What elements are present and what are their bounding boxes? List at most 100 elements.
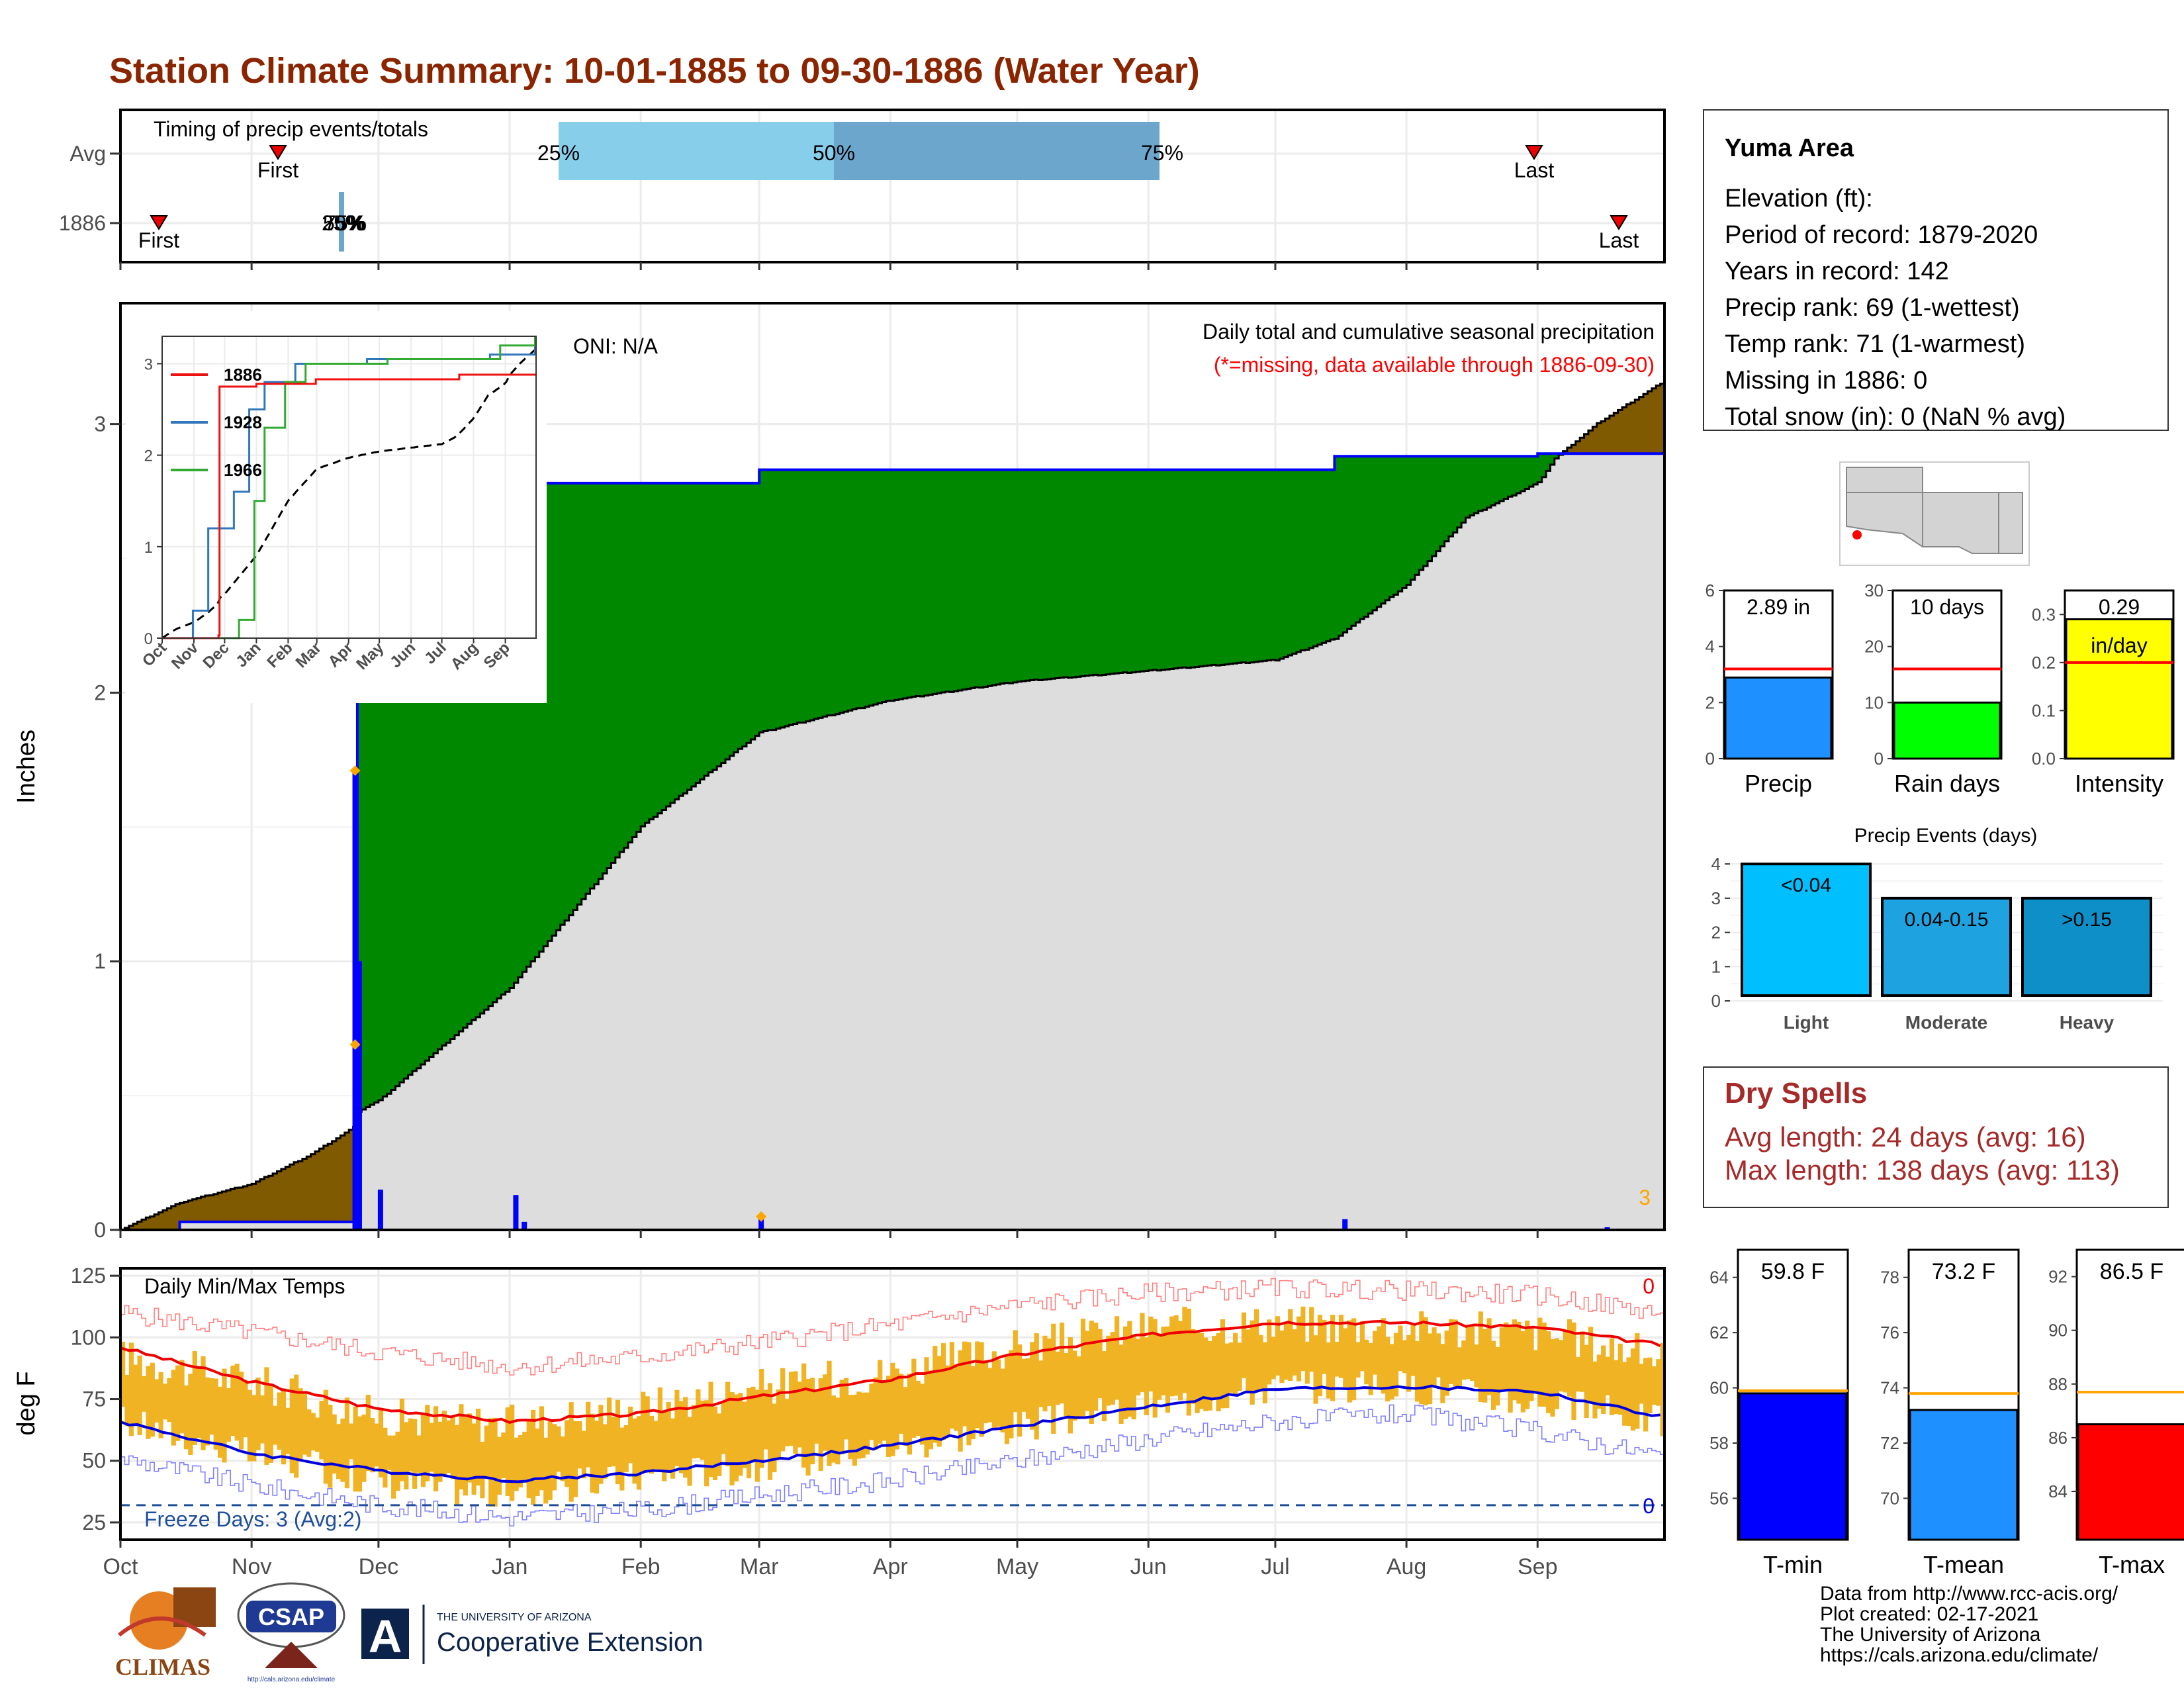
above-normal-fill xyxy=(1199,469,1204,667)
above-normal-fill xyxy=(843,469,848,712)
below-normal-fill xyxy=(1580,438,1585,454)
daily-temp-bar xyxy=(218,1386,223,1458)
daily-temp-bar xyxy=(1338,1315,1344,1378)
precip-events-ytick-label: 0 xyxy=(1711,991,1721,1011)
daily-temp-bar xyxy=(1402,1340,1407,1374)
above-normal-fill xyxy=(1453,456,1458,533)
record-marker xyxy=(349,765,361,776)
daily-temp-bar xyxy=(920,1383,925,1445)
daily-temp-bar xyxy=(1304,1341,1310,1384)
above-normal-fill xyxy=(484,485,489,1010)
above-normal-fill xyxy=(691,483,696,786)
daily-temp-bar xyxy=(1322,1319,1327,1374)
summary-ytick-label: 0.3 xyxy=(2032,604,2056,624)
daily-temp-bar xyxy=(1224,1343,1230,1409)
daily-temp-bar xyxy=(255,1378,261,1450)
daily-temp-bar xyxy=(1550,1339,1555,1417)
above-normal-fill xyxy=(746,483,751,743)
climas-logo-arc xyxy=(118,1617,206,1637)
below-normal-fill xyxy=(179,1203,185,1222)
above-normal-fill xyxy=(899,469,904,700)
daily-temp-bar xyxy=(615,1399,621,1485)
daily-temp-bar xyxy=(788,1372,794,1446)
daily-temp-bar xyxy=(670,1418,676,1479)
below-normal-fill xyxy=(150,1216,155,1230)
above-normal-fill xyxy=(987,469,993,686)
above-normal-fill xyxy=(1364,456,1369,617)
daily-temp-bar xyxy=(492,1417,498,1507)
daily-temp-bar xyxy=(1220,1319,1226,1409)
temp-bar-t-mean xyxy=(1909,1409,2019,1541)
above-normal-fill xyxy=(454,485,459,1035)
above-normal-fill xyxy=(903,469,908,699)
above-normal-fill xyxy=(1283,469,1289,657)
daily-temp-bar xyxy=(285,1407,291,1454)
precip-panel: Daily total and cumulative seasonal prec… xyxy=(13,302,1666,1242)
temp-bar-ytick-label: 62 xyxy=(1709,1323,1729,1342)
daily-temp-bar xyxy=(1389,1344,1394,1400)
daily-temp-bar xyxy=(1546,1331,1551,1413)
above-normal-fill xyxy=(1432,456,1437,557)
daily-temp-bar xyxy=(1258,1335,1263,1392)
above-normal-fill xyxy=(1009,469,1014,684)
above-normal-fill xyxy=(1389,456,1394,597)
daily-temp-bar xyxy=(357,1416,363,1492)
daily-temp-bar xyxy=(1351,1318,1357,1401)
above-normal-fill xyxy=(797,469,802,723)
below-normal-fill xyxy=(238,1188,244,1222)
daily-temp-bar xyxy=(179,1360,185,1434)
above-normal-fill xyxy=(1195,469,1200,667)
daily-temp-bar xyxy=(1165,1326,1170,1413)
precip-events-ytick-label: 4 xyxy=(1711,854,1721,874)
daily-temp-bar xyxy=(1013,1330,1018,1413)
below-normal-fill xyxy=(344,1132,349,1222)
above-normal-fill xyxy=(395,485,400,1086)
daily-temp-bar xyxy=(1292,1329,1297,1376)
above-normal-fill xyxy=(1478,456,1483,511)
daily-temp-bar xyxy=(1537,1317,1543,1407)
daily-temp-bar xyxy=(1449,1319,1454,1384)
above-normal-fill xyxy=(602,483,608,874)
above-normal-fill xyxy=(975,469,980,688)
above-normal-fill xyxy=(954,469,959,692)
below-normal-fill xyxy=(162,1210,167,1230)
daily-temp-bar xyxy=(1051,1323,1056,1434)
summary-value-label: 2.89 in xyxy=(1747,595,1810,619)
below-normal-fill xyxy=(167,1208,172,1230)
month-label: Nov xyxy=(232,1554,271,1579)
daily-temp-bar xyxy=(387,1435,392,1470)
above-normal-fill xyxy=(1490,456,1496,506)
right-column: Yuma Area Elevation (ft): Period of record… xyxy=(1703,109,2184,1578)
daily-temp-bar xyxy=(1584,1344,1589,1419)
above-normal-fill xyxy=(1017,469,1023,682)
above-normal-fill xyxy=(467,485,473,1024)
above-normal-fill xyxy=(615,483,620,858)
daily-temp-bar xyxy=(1064,1352,1069,1419)
daily-temp-bar xyxy=(1212,1336,1217,1399)
above-normal-fill xyxy=(463,485,468,1028)
daily-temp-bar xyxy=(264,1367,269,1465)
daily-temp-bar xyxy=(924,1357,929,1458)
daily-temp-bar xyxy=(818,1378,823,1471)
avg-75-label: 75% xyxy=(1141,141,1183,165)
daily-temp-bar xyxy=(1482,1329,1488,1403)
daily-temp-bar xyxy=(843,1378,849,1440)
above-normal-fill xyxy=(1343,456,1348,633)
daily-temp-bar xyxy=(1313,1335,1318,1404)
avg-first-label: First xyxy=(257,158,298,182)
above-normal-fill xyxy=(1169,469,1175,669)
daily-temp-bar xyxy=(1182,1307,1187,1393)
daily-temp-bar xyxy=(1300,1306,1306,1372)
station-info-line: Elevation (ft): xyxy=(1725,185,1873,212)
above-normal-fill xyxy=(814,469,819,720)
above-normal-fill xyxy=(1051,469,1056,679)
above-normal-fill xyxy=(683,483,688,794)
daily-temp-bar xyxy=(306,1409,312,1457)
summary-value-label: 10 days xyxy=(1910,595,1984,619)
below-normal-fill xyxy=(281,1169,286,1222)
above-normal-fill xyxy=(459,485,464,1032)
below-normal-fill xyxy=(226,1190,231,1222)
above-normal-fill xyxy=(662,483,667,810)
daily-temp-bar xyxy=(678,1401,684,1474)
daily-temp-bar xyxy=(1423,1317,1428,1405)
